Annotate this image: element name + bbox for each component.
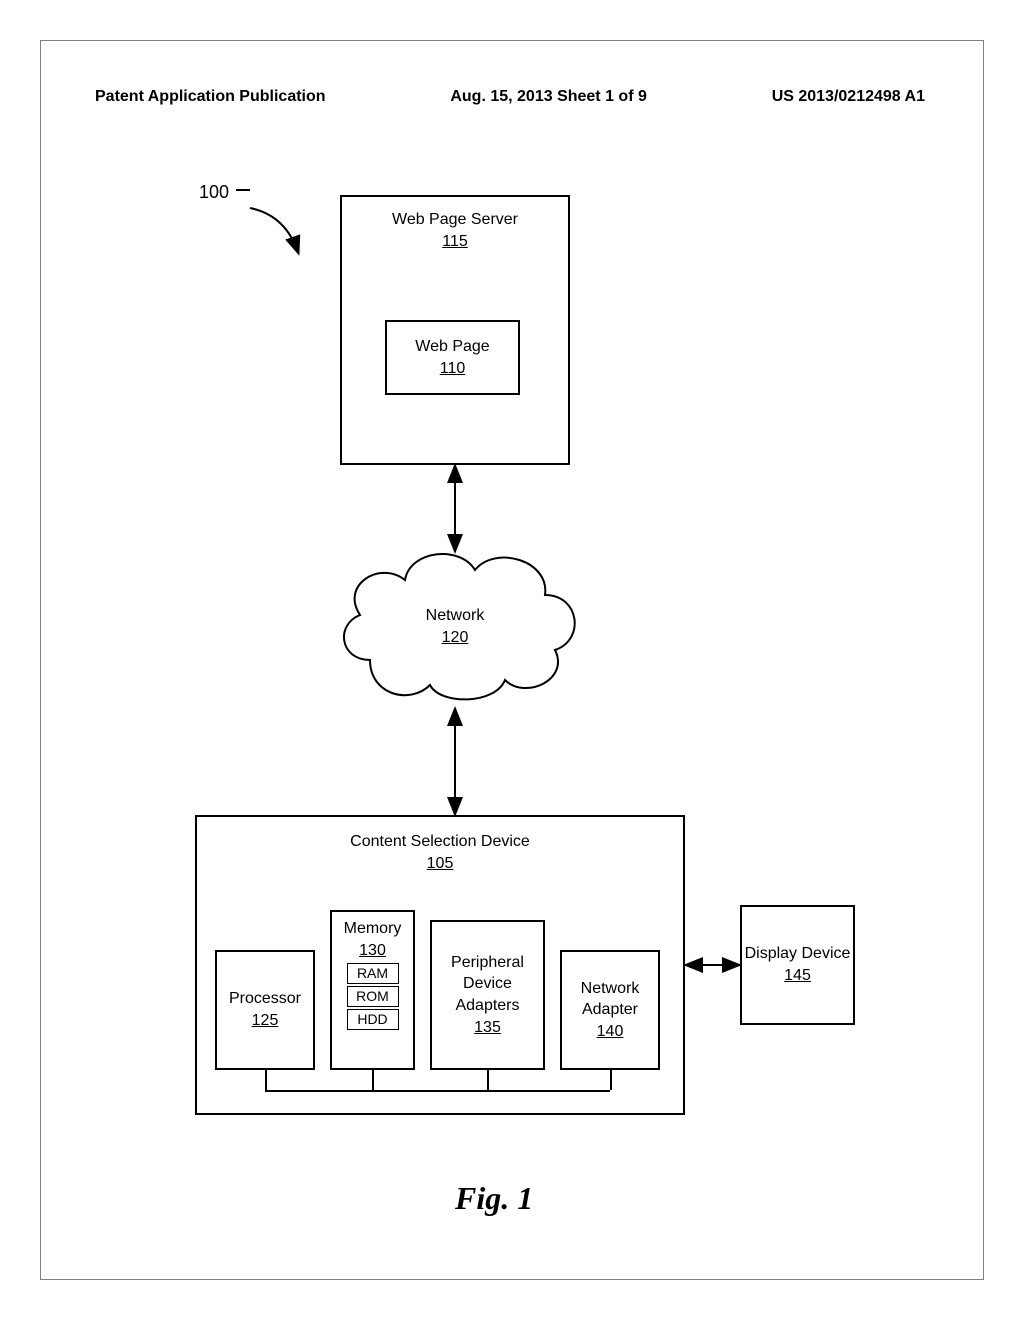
network-ref: 120 xyxy=(395,627,515,649)
figure-caption: Fig. 1 xyxy=(455,1180,533,1217)
processor-box: Processor 125 xyxy=(215,950,315,1070)
csd-ref: 105 xyxy=(427,853,454,875)
network-adapter-box: Network Adapter 140 xyxy=(560,950,660,1070)
internal-bus xyxy=(265,1090,610,1092)
display-device-box: Display Device 145 xyxy=(740,905,855,1025)
csd-label: Content Selection Device xyxy=(350,831,530,853)
pda-ref: 135 xyxy=(474,1017,501,1039)
reference-100-arrow xyxy=(250,208,298,252)
memory-label: Memory xyxy=(344,918,402,940)
memory-ram: RAM xyxy=(347,963,399,984)
bus-tap-na xyxy=(610,1070,612,1090)
na-label: Network Adapter xyxy=(562,978,658,1021)
web-page-label: Web Page xyxy=(415,336,489,358)
network-label: Network xyxy=(395,605,515,627)
web-page-server-label: Web Page Server xyxy=(392,209,518,231)
pda-label: Peripheral Device Adapters xyxy=(432,952,543,1017)
web-page-server-ref: 115 xyxy=(442,231,468,253)
memory-box: Memory 130 RAM ROM HDD xyxy=(330,910,415,1070)
peripheral-device-adapters-box: Peripheral Device Adapters 135 xyxy=(430,920,545,1070)
bus-tap-pda xyxy=(487,1070,489,1090)
bus-tap-processor xyxy=(265,1070,267,1090)
web-page-ref: 110 xyxy=(440,358,466,380)
na-ref: 140 xyxy=(597,1021,624,1043)
figure-1-diagram: 100 Web Page Server 115 Web Page 110 xyxy=(40,40,984,1280)
memory-hdd: HDD xyxy=(347,1009,399,1030)
bus-tap-memory xyxy=(372,1070,374,1090)
memory-ref: 130 xyxy=(359,940,386,962)
processor-ref: 125 xyxy=(252,1010,279,1032)
web-page-box: Web Page 110 xyxy=(385,320,520,395)
memory-rom: ROM xyxy=(347,986,399,1007)
display-ref: 145 xyxy=(784,965,811,987)
processor-label: Processor xyxy=(229,988,301,1010)
network-label-group: Network 120 xyxy=(395,605,515,648)
display-label: Display Device xyxy=(745,943,851,965)
